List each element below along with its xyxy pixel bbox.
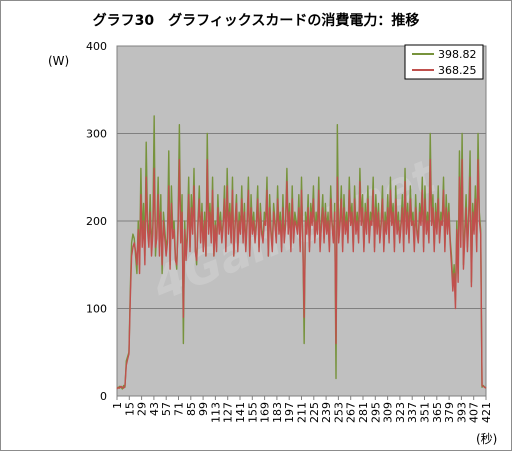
legend: 398.82 368.25	[404, 44, 484, 80]
x-tick-label: 85	[185, 402, 198, 416]
x-axis-ticks: 1 15 29 43 57 71 85 99 113 127 141 155 169 183 197 211 2…	[111, 396, 493, 423]
x-tick-label: 239	[320, 402, 333, 423]
x-tick-label: 155	[246, 402, 259, 423]
x-tick-label: 323	[394, 402, 407, 423]
x-tick-label: 393	[455, 402, 468, 423]
chart-title: グラフ30 グラフィックスカードの消費電力：推移	[93, 12, 420, 29]
x-tick-label: 379	[443, 402, 456, 423]
x-tick-label: 29	[136, 402, 149, 416]
legend-label-series-1: 398.82	[438, 48, 477, 61]
x-tick-label: 421	[480, 402, 493, 423]
y-axis-unit: (W)	[48, 54, 69, 68]
y-axis-ticks: 0 100 200 300 400	[86, 40, 107, 403]
x-tick-label: 57	[160, 402, 173, 416]
x-tick-label: 197	[283, 402, 296, 423]
x-tick-label: 15	[123, 402, 136, 416]
y-tick-label: 0	[100, 390, 107, 403]
x-tick-label: 351	[419, 402, 432, 423]
x-tick-label: 113	[209, 402, 222, 423]
x-tick-label: 99	[197, 402, 210, 416]
x-tick-label: 127	[222, 402, 235, 423]
series-lines	[116, 115, 487, 390]
y-tick-label: 200	[86, 215, 107, 228]
x-tick-label: 281	[357, 402, 370, 423]
x-tick-label: 253	[332, 402, 345, 423]
legend-box	[404, 44, 484, 80]
y-tick-label: 100	[86, 303, 107, 316]
legend-label-series-2: 368.25	[438, 64, 477, 77]
x-tick-label: 337	[406, 402, 419, 423]
x-tick-label: 43	[148, 402, 161, 416]
x-tick-label: 183	[271, 402, 284, 423]
x-tick-label: 309	[382, 402, 395, 423]
x-tick-label: 225	[308, 402, 321, 423]
y-tick-label: 300	[86, 128, 107, 141]
x-tick-label: 365	[431, 402, 444, 423]
x-tick-label: 1	[111, 402, 124, 409]
y-tick-label: 400	[86, 40, 107, 53]
x-tick-label: 169	[259, 402, 272, 423]
x-tick-label: 211	[296, 402, 309, 423]
x-tick-label: 141	[234, 402, 247, 423]
series-line-2	[116, 159, 487, 390]
x-tick-label: 295	[369, 402, 382, 423]
x-tick-label: 71	[173, 402, 186, 416]
x-axis-unit: (秒)	[476, 432, 497, 446]
x-tick-label: 407	[468, 402, 481, 423]
x-tick-label: 267	[345, 402, 358, 423]
